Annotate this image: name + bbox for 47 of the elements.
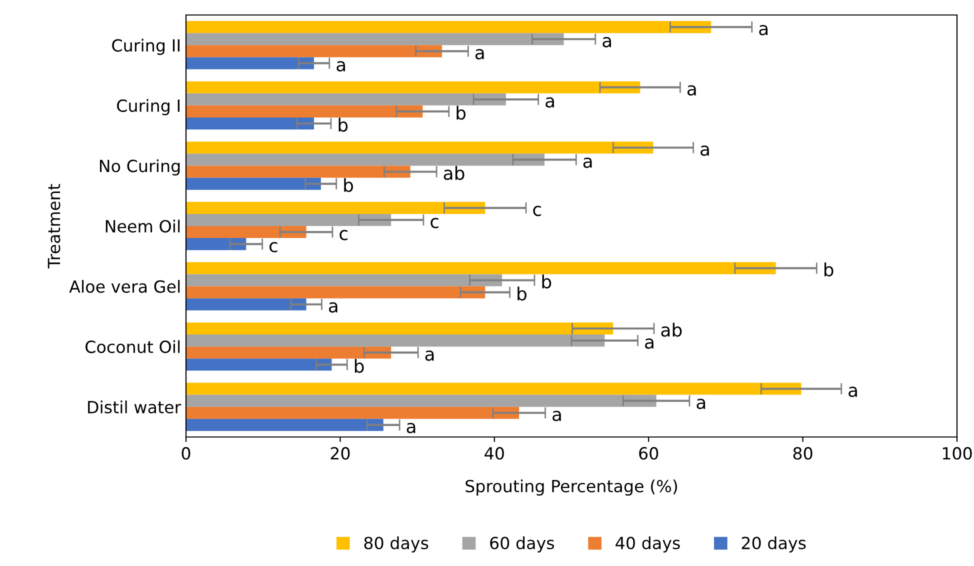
data-label: a [696,398,706,410]
data-label: a [759,24,768,36]
data-label: a [328,302,338,313]
data-label: a [602,37,611,48]
legend-label: 80 days [364,536,428,553]
x-tick-label: 80 [793,447,812,460]
y-axis-title: Treatment [48,184,60,268]
data-label: a [406,422,416,434]
data-label: b [344,178,353,192]
legend-label: 40 days [616,536,680,553]
x-tick-label: 40 [484,447,504,460]
y-tick-label: Neem Oil [106,220,180,233]
data-label: ab [444,166,464,180]
data-label: ab [661,322,682,337]
x-tick-label: 60 [639,447,658,460]
data-label: a [700,146,709,156]
data-label: b [824,262,834,276]
x-tick-label: 20 [330,447,350,460]
data-label: b [338,118,348,132]
y-tick-label: Aloe vera Gel [69,280,180,293]
data-label: c [340,230,348,240]
data-label: a [583,158,592,168]
data-label: a [336,61,345,72]
data-label: b [518,286,526,301]
data-label: b [456,106,466,120]
x-axis-title: Sprouting Percentage (%) [466,480,678,496]
y-tick-label: No Curing [100,159,180,176]
data-label: c [269,242,278,252]
data-label: a [546,97,554,108]
x-tick-label: 0 [182,447,190,460]
data-label: a [645,338,654,349]
y-tick-label: Coconut Oil [86,340,180,354]
legend-label: 60 days [490,536,554,553]
y-tick-label: Curing I [117,99,180,116]
y-tick-label: Curing II [112,38,180,55]
x-tick-label: 100 [942,447,972,460]
data-label: c [533,206,541,216]
y-tick-label: Distil water [88,400,182,414]
data-label: a [552,410,561,422]
data-label: a [687,85,696,96]
data-label: b [354,358,364,373]
data-label: a [425,350,434,361]
data-label: a [848,386,857,398]
legend-label: 20 days [742,536,806,553]
data-label: b [542,274,552,289]
data-label: c [430,218,438,228]
data-label: a [475,49,484,60]
